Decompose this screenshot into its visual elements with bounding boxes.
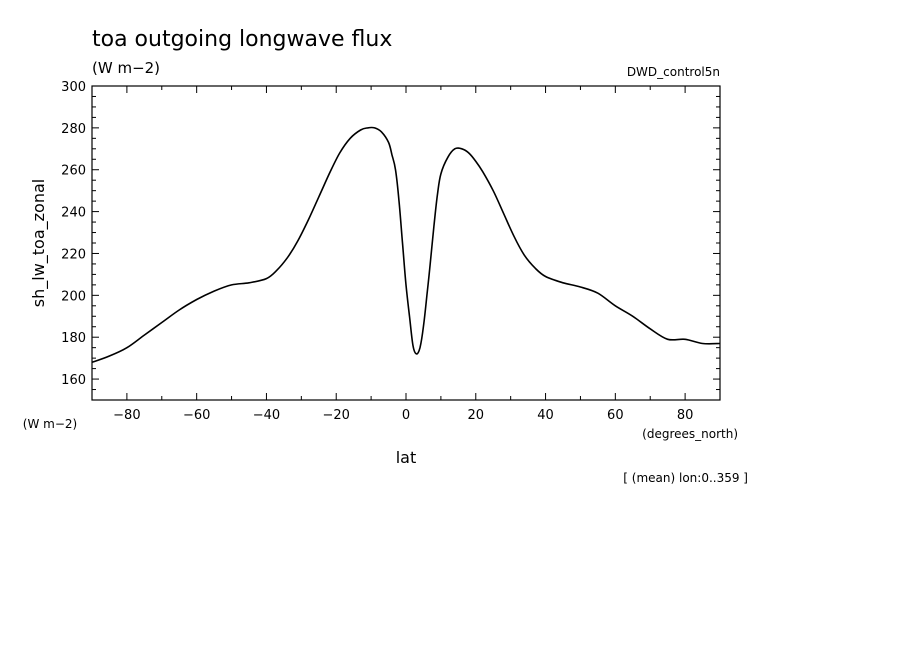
x-tick-label: −40 xyxy=(253,408,280,423)
x-tick-label: −20 xyxy=(323,408,350,423)
chart-title-units: (W m−2) xyxy=(92,59,160,77)
y-tick-label: 220 xyxy=(61,247,86,262)
x-tick-label: 40 xyxy=(537,408,554,423)
dataset-label: DWD_control5n xyxy=(627,65,720,79)
plot-area xyxy=(91,85,721,401)
x-tick-label: 0 xyxy=(402,408,410,423)
chart-title: toa outgoing longwave flux xyxy=(92,27,392,52)
series-line xyxy=(91,126,721,364)
y-axis-label: sh_lw_toa_zonal xyxy=(29,179,49,307)
y-tick-label: 260 xyxy=(61,164,86,179)
y-tick-label: 240 xyxy=(61,206,86,221)
y-axis-units: (W m−2) xyxy=(23,417,77,431)
y-tick-label: 180 xyxy=(61,331,86,346)
x-tick-label: −60 xyxy=(183,408,210,423)
y-tick-label: 280 xyxy=(61,122,86,137)
x-tick-label: 20 xyxy=(468,408,485,423)
ticks: −80 −60 −40 −20 0 20 40 60 80 160 180 200 220 240 260 2… xyxy=(61,80,721,423)
x-axis-label: lat xyxy=(396,448,417,467)
y-tick-label: 300 xyxy=(61,80,86,95)
x-tick-label: −80 xyxy=(113,408,140,423)
footnote: [ (mean) lon:0..359 ] xyxy=(623,471,748,485)
x-tick-label: 80 xyxy=(677,408,694,423)
y-tick-label: 200 xyxy=(61,289,86,304)
y-tick-label: 160 xyxy=(61,373,86,388)
x-tick-label: 60 xyxy=(607,408,624,423)
x-axis-units: (degrees_north) xyxy=(642,427,738,441)
